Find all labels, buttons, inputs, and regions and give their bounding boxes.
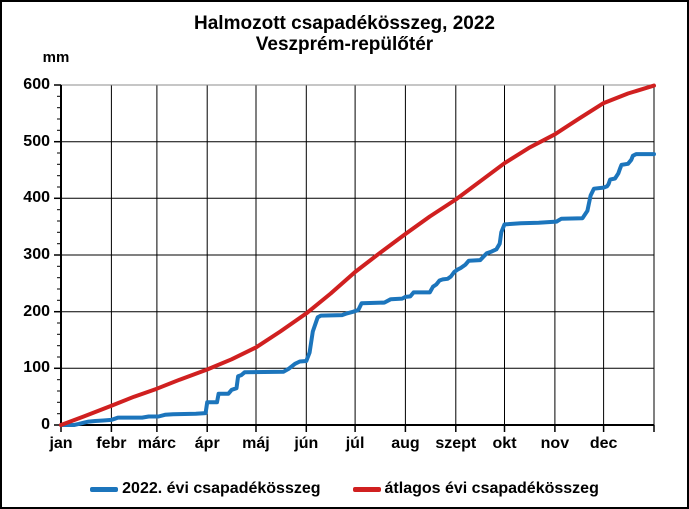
x-axis-label-febr: febr (96, 435, 127, 452)
x-axis-label-márc: márc (137, 435, 176, 452)
chart-title: Halmozott csapadékösszeg, 2022 (194, 13, 495, 34)
y-axis-label-100: 100 (23, 359, 50, 377)
legend-item-2022: 2022. évi csapadékösszeg (90, 480, 321, 498)
x-axis-label-dec: dec (589, 435, 618, 452)
x-axis-label-szept: szept (435, 435, 477, 452)
y-axis-label-300: 300 (23, 246, 50, 263)
legend-label-average: átlagos évi csapadékösszeg (384, 480, 599, 497)
series-line-0 (59, 152, 656, 427)
x-axis-label-jan: jan (49, 435, 73, 452)
chart-title-block: Halmozott csapadékösszeg, 2022 Veszprém-… (2, 13, 687, 55)
x-axis-label-jún: jún (294, 435, 319, 452)
legend-swatch-average-red-line (352, 486, 381, 492)
legend-swatch-2022-blue-line (90, 486, 119, 492)
x-axis-label-máj: máj (242, 435, 270, 452)
x-axis-label-aug: aug (391, 435, 420, 452)
x-axis-label-júl: júl (345, 435, 365, 452)
chart-subtitle: Veszprém-repülőtér (255, 34, 434, 55)
x-axis-label-okt: okt (492, 435, 517, 452)
legend: 2022. évi csapadékösszeg átlagos évi csa… (2, 480, 687, 498)
legend-item-average: átlagos évi csapadékösszeg (352, 480, 599, 498)
y-axis-label-200: 200 (23, 302, 50, 320)
x-axis-label-ápr: ápr (194, 435, 220, 452)
legend-label-2022: 2022. évi csapadékösszeg (122, 480, 321, 497)
y-axis-label-500: 500 (23, 132, 50, 150)
x-axis-label-nov: nov (540, 435, 570, 452)
y-axis-label-0: 0 (41, 416, 50, 433)
y-axis-label-400: 400 (23, 189, 50, 207)
series-line-1 (59, 83, 656, 427)
y-axis-label-600: 600 (23, 76, 50, 93)
y-axis-unit-label: mm (42, 49, 70, 66)
